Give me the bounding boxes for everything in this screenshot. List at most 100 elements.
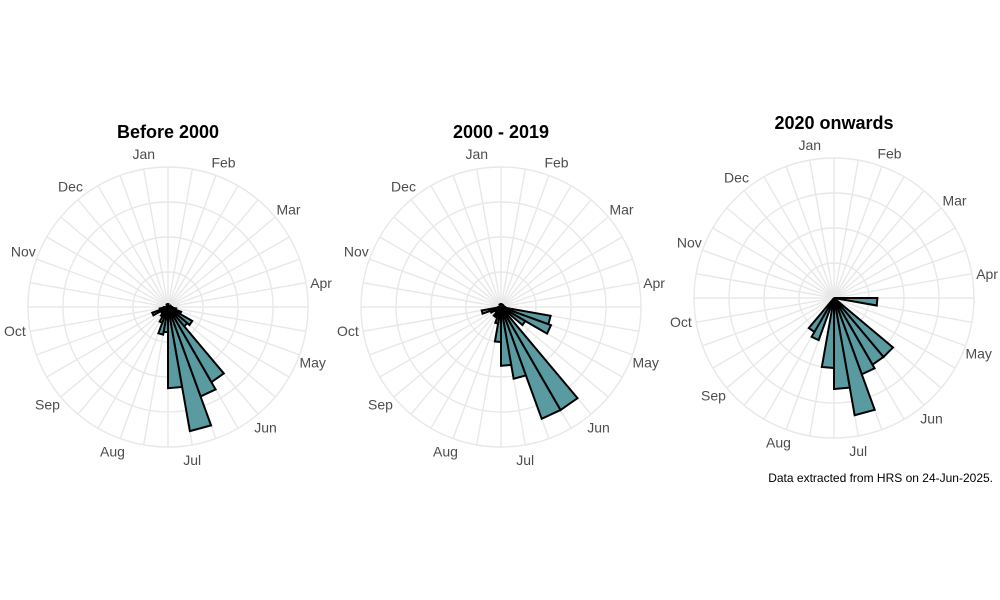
grid-spoke — [430, 306, 502, 429]
grid-spoke — [143, 168, 169, 308]
month-label-mar: Mar — [942, 193, 966, 209]
grid-spoke — [167, 236, 290, 308]
grid-spoke — [362, 282, 502, 308]
month-label-apr: Apr — [310, 275, 332, 291]
grid-spoke — [410, 199, 502, 308]
month-label-jul: Jul — [183, 452, 201, 468]
panel-title: 2000 - 2019 — [453, 122, 549, 142]
grid-spoke — [833, 273, 973, 299]
month-label-may: May — [632, 355, 658, 371]
month-label-sep: Sep — [35, 397, 60, 413]
month-label-jan: Jan — [799, 137, 822, 153]
grid-spoke — [393, 306, 502, 398]
month-label-jul: Jul — [849, 443, 867, 459]
month-label-nov: Nov — [344, 244, 369, 260]
grid-spoke — [36, 258, 169, 308]
grid-spoke — [476, 168, 502, 308]
grid-spoke — [712, 227, 835, 299]
month-label-jan: Jan — [133, 146, 156, 162]
grid-spoke — [695, 297, 835, 323]
month-label-may: May — [299, 355, 325, 371]
month-label-aug: Aug — [100, 444, 125, 460]
month-label-oct: Oct — [4, 323, 26, 339]
grid-spoke — [500, 168, 526, 308]
month-label-jul: Jul — [516, 452, 534, 468]
grid-spoke — [393, 216, 502, 308]
grid-spoke — [452, 175, 502, 308]
grid-spoke — [167, 185, 239, 308]
grid-spoke — [46, 236, 169, 308]
month-label-sep: Sep — [701, 388, 726, 404]
month-label-sep: Sep — [368, 397, 393, 413]
bar-jun-3 — [167, 306, 184, 390]
month-label-apr: Apr — [643, 275, 665, 291]
grid-spoke — [97, 306, 169, 429]
month-label-feb: Feb — [544, 154, 568, 170]
grid-spoke — [833, 176, 905, 299]
bar-aug-1 — [807, 297, 835, 334]
panel-title: Before 2000 — [117, 122, 219, 142]
month-label-apr: Apr — [976, 266, 998, 282]
month-label-oct: Oct — [670, 314, 692, 330]
grid-spoke — [833, 190, 925, 299]
month-label-feb: Feb — [877, 145, 901, 161]
grid-spoke — [726, 297, 835, 389]
grid-spoke — [369, 258, 502, 308]
grid-spoke — [500, 199, 592, 308]
grid-spoke — [46, 306, 169, 378]
month-label-mar: Mar — [609, 202, 633, 218]
grid-spoke — [726, 207, 835, 299]
month-label-feb: Feb — [211, 154, 235, 170]
month-label-dec: Dec — [391, 179, 416, 195]
panel-3: 2020 onwards Jan Feb Mar Apr May Jun Jul Aug Sep O… — [670, 113, 998, 459]
grid-spoke — [97, 185, 169, 308]
grid-spoke — [119, 175, 169, 308]
month-label-nov: Nov — [677, 235, 702, 251]
grid-spoke — [369, 306, 502, 356]
grid-spoke — [785, 166, 835, 299]
grid-spoke — [833, 297, 966, 347]
grid-spoke — [500, 175, 550, 308]
grid-spoke — [500, 282, 640, 308]
grid-spoke — [167, 199, 259, 308]
bar-apr-1 — [833, 297, 879, 307]
month-label-jun: Jun — [587, 420, 610, 436]
grid-spoke — [167, 216, 276, 308]
grid-spoke — [833, 227, 956, 299]
month-label-jan: Jan — [466, 146, 489, 162]
panel-title: 2020 onwards — [774, 113, 893, 133]
grid-spoke — [29, 282, 169, 308]
grid-spoke — [695, 273, 835, 299]
month-label-aug: Aug — [766, 435, 791, 451]
grid-spoke — [500, 216, 609, 308]
grid-spoke — [410, 306, 502, 415]
panel-2: 2000 - 2019 Jan Feb Mar Apr May Jun Jul Aug Sep Oc… — [337, 122, 665, 468]
grid-spoke — [702, 297, 835, 347]
grid-spoke — [500, 258, 633, 308]
data-source-caption: Data extracted from HRS on 24-Jun-2025. — [768, 471, 993, 485]
grid-spoke — [167, 258, 300, 308]
grid-spoke — [60, 306, 169, 398]
grid-spoke — [833, 249, 966, 299]
grid-spoke — [712, 297, 835, 369]
month-label-mar: Mar — [276, 202, 300, 218]
grid-spoke — [77, 199, 169, 308]
grid-spoke — [379, 306, 502, 378]
grid-spoke — [743, 190, 835, 299]
grid-spoke — [809, 159, 835, 299]
grid-spoke — [29, 306, 169, 332]
month-label-may: May — [965, 346, 991, 362]
month-label-jun: Jun — [920, 411, 943, 427]
grid-spoke — [167, 306, 307, 332]
grid-spoke — [36, 306, 169, 356]
grid-spoke — [167, 175, 217, 308]
grid-spoke — [167, 168, 193, 308]
grid-spoke — [167, 306, 300, 356]
month-label-aug: Aug — [433, 444, 458, 460]
grid-spoke — [833, 207, 942, 299]
panel-1: Before 2000 Jan Feb Mar Apr May Jun Jul Aug Sep Oc… — [4, 122, 332, 468]
month-label-jun: Jun — [254, 420, 277, 436]
month-label-dec: Dec — [724, 170, 749, 186]
grid-spoke — [452, 306, 502, 439]
